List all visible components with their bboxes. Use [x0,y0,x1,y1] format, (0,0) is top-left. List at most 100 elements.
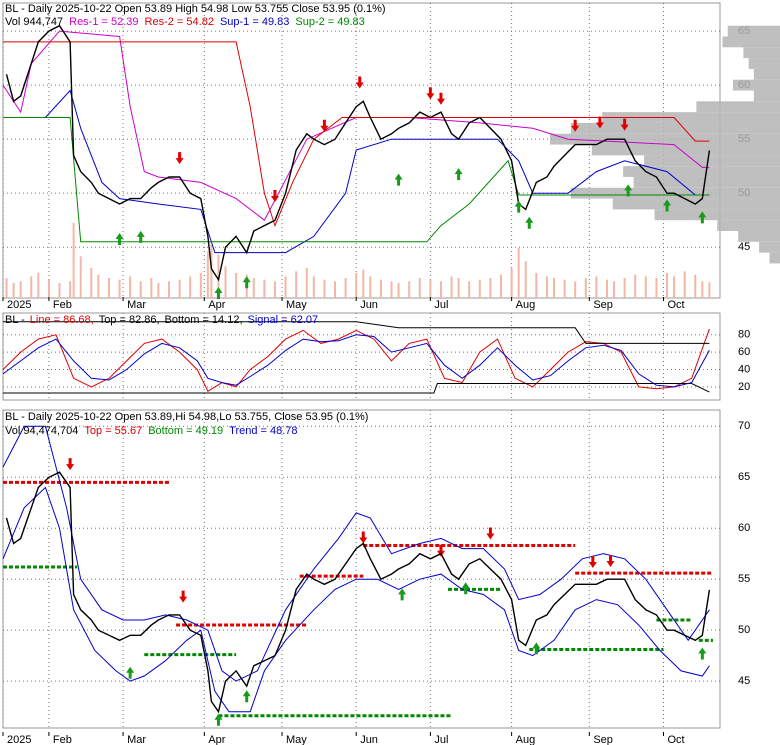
legend-item: Res-2 = 54.82 [145,16,214,28]
chart-title: BL - Daily 2025-10-22 Open 53.89 High 54… [5,3,386,15]
x-tick-label: 2025 [7,299,31,311]
volume-bar [189,276,192,298]
volume-bar [129,276,132,298]
sell-arrow [486,527,495,540]
buy-arrow [398,588,407,601]
volume-bar [605,279,608,298]
legend: Vol 944,747 Res-1 = 52.39 Res-2 = 54.82 Sup… [5,16,365,28]
legend-item: Bottom = 14.12, [165,314,243,326]
volume-bar [252,278,255,298]
volume-bar [584,278,587,298]
x-tick-label: Feb [53,734,72,745]
x-tick-label: Jun [360,299,378,311]
sell-arrow [595,116,604,129]
buy-arrow [115,233,124,246]
volume-profile-bar [753,68,780,80]
x-tick-label: Feb [53,299,72,311]
volume-bar [344,278,347,298]
sell-arrow [175,152,184,165]
y-tick-label: 60 [738,346,750,358]
volume-bar [683,271,686,298]
buy-arrow [461,582,470,595]
buy-arrow [126,666,135,679]
price-line [5,471,711,714]
oscillator-line [2,334,710,388]
volume-profile-bar [717,220,780,232]
volume-bar [595,276,598,298]
legend: BL - Line = 86.68, Top = 82.86, Bottom = 14… [5,314,318,326]
volume-bar [708,282,711,298]
volume-bar [563,279,566,298]
buy-arrow [136,230,145,243]
volume-bar [552,278,555,298]
volume-profile-bar [759,241,780,253]
buy-arrow [698,211,707,224]
volume-bar [510,268,513,298]
sell-arrow [270,189,279,202]
sell-arrow [588,556,597,569]
volume-bar [90,268,93,298]
level-line [3,41,710,228]
panel-frame [2,312,721,401]
y-tick-label: 45 [738,241,750,253]
y-tick-label: 70 [738,420,750,432]
volume-bar [634,274,637,298]
y-tick-label: 80 [738,329,750,341]
x-tick-label: Sep [593,734,613,745]
legend-item: Vol 94,474,704 [5,425,78,437]
volume-bar [362,269,365,298]
buy-arrow [663,199,672,212]
volume-bar [72,223,75,298]
x-tick-label: Jun [360,734,378,745]
volume-bar [439,281,442,298]
volume-bar [235,273,238,298]
volume-bar [284,276,287,298]
volume-profile-bar [623,166,780,177]
volume-bar [206,251,209,298]
volume-bar [613,281,616,298]
volume-bar [139,281,142,298]
volume-bar [199,273,202,298]
volume-bar [69,281,72,298]
volume-bar [655,278,658,298]
volume-bar [535,273,538,298]
sell-arrow [426,87,435,100]
volume-bar [323,279,326,298]
volume-profile-bar [644,155,780,167]
volume-bar [58,283,61,298]
volume-bar [673,276,676,298]
y-tick-label: 40 [738,363,750,375]
volume-bar [701,281,704,298]
x-tick-label: Apr [208,299,225,311]
buy-arrow [454,168,463,181]
volume-bar [150,278,153,298]
volume-bar [500,274,503,298]
volume-bar [666,273,669,298]
x-tick-label: Aug [516,734,536,745]
volume-bar [178,279,181,298]
volume-profile-bar [602,112,780,123]
volume-bar [273,281,276,298]
volume-bar [30,276,33,298]
volume-profile-bar [570,122,780,134]
buy-arrow [214,713,223,726]
x-tick-label: Mar [127,299,146,311]
buy-arrow [242,690,251,703]
buy-arrow [532,642,541,655]
buy-arrow [698,647,707,660]
volume-bar [37,273,40,298]
buy-arrow [525,216,534,229]
sell-arrow [359,531,368,544]
volume-bar [168,281,171,298]
buy-arrow [394,173,403,186]
x-tick-label: 2025 [7,734,31,745]
y-tick-label: 45 [738,675,750,687]
volume-profile-bar [743,47,780,59]
y-tick-label: 20 [738,381,750,393]
volume-bar [305,268,308,298]
volume-bar [157,283,160,298]
volume-bar [118,279,121,298]
oscillator-line [3,383,710,394]
